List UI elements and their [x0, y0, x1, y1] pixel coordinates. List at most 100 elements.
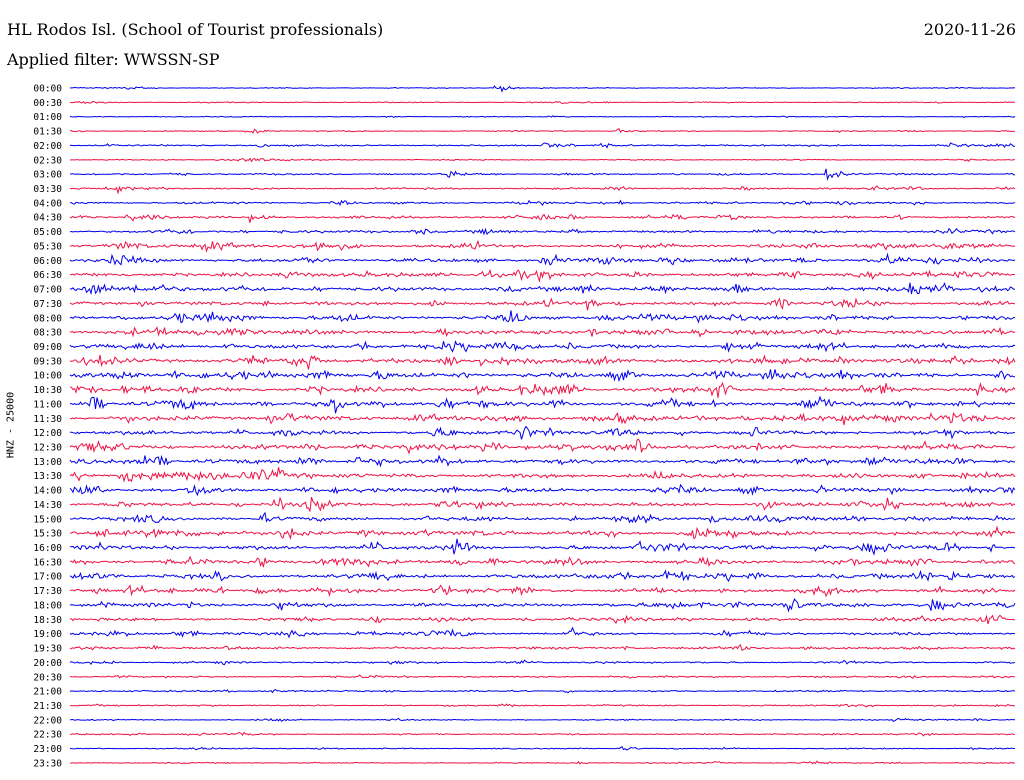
trace-line — [69, 227, 1016, 236]
time-tick-label: 14:30 — [33, 500, 62, 511]
time-tick-label: 06:00 — [33, 256, 62, 267]
trace-line — [69, 85, 1016, 93]
time-tick-label: 16:30 — [33, 557, 62, 568]
time-tick-label: 04:30 — [33, 213, 62, 224]
time-tick-label: 20:00 — [33, 658, 62, 669]
time-tick-label: 12:30 — [33, 443, 62, 454]
trace-line — [69, 538, 1016, 556]
time-tick-label: 09:30 — [33, 356, 62, 367]
time-tick-label: 10:30 — [33, 385, 62, 396]
time-tick-label: 03:30 — [33, 184, 62, 195]
trace-line — [69, 100, 1016, 105]
trace-line — [69, 438, 1016, 455]
time-tick-label: 01:00 — [33, 112, 62, 123]
time-tick-label: 06:30 — [33, 270, 62, 281]
time-tick-label: 02:00 — [33, 141, 62, 152]
trace-line — [69, 185, 1016, 195]
trace-line — [69, 115, 1016, 119]
trace-line — [69, 454, 1016, 468]
time-tick-label: 17:00 — [33, 572, 62, 583]
trace-line — [69, 168, 1016, 182]
trace-line — [69, 199, 1016, 206]
time-tick-label: 08:30 — [33, 328, 62, 339]
record-date: 2020-11-26 — [923, 20, 1016, 39]
time-tick-label: 03:00 — [33, 170, 62, 181]
trace-line — [69, 745, 1016, 751]
time-tick-label: 00:00 — [33, 84, 62, 95]
time-tick-label: 19:30 — [33, 644, 62, 655]
time-tick-label: 17:30 — [33, 586, 62, 597]
trace-line — [69, 731, 1016, 737]
trace-line — [69, 340, 1016, 353]
time-tick-label: 04:00 — [33, 198, 62, 209]
trace-line — [69, 239, 1016, 253]
trace-line — [69, 395, 1016, 414]
trace-line — [69, 268, 1016, 283]
time-tick-label: 10:00 — [33, 371, 62, 382]
time-tick-label: 19:00 — [33, 629, 62, 640]
trace-line — [69, 157, 1016, 163]
time-tick-label: 18:30 — [33, 615, 62, 626]
time-tick-label: 20:30 — [33, 672, 62, 683]
trace-line — [69, 688, 1016, 694]
trace-line — [69, 142, 1016, 149]
time-tick-label: 07:00 — [33, 285, 62, 296]
trace-line — [69, 496, 1016, 512]
trace-line — [69, 659, 1016, 666]
trace-line — [69, 703, 1016, 708]
time-tick-label: 02:30 — [33, 155, 62, 166]
time-tick-label: 01:30 — [33, 127, 62, 138]
time-tick-label: 22:30 — [33, 730, 62, 741]
trace-line — [69, 598, 1016, 613]
trace-line — [69, 213, 1016, 223]
trace-line — [69, 127, 1016, 134]
time-tick-label: 15:30 — [33, 529, 62, 540]
trace-line — [69, 326, 1016, 338]
time-tick-label: 11:30 — [33, 414, 62, 425]
trace-line — [69, 674, 1016, 679]
trace-line — [69, 369, 1016, 383]
trace-line — [69, 614, 1016, 625]
trace-line — [69, 525, 1016, 541]
time-tick-label: 23:00 — [33, 744, 62, 755]
time-tick-label: 11:00 — [33, 399, 62, 410]
trace-line — [69, 354, 1016, 370]
time-tick-label: 13:00 — [33, 457, 62, 468]
trace-line — [69, 412, 1016, 426]
filter-label: Applied filter: WWSSN-SP — [7, 50, 220, 69]
time-tick-label: 05:30 — [33, 241, 62, 252]
time-tick-label: 15:00 — [33, 514, 62, 525]
trace-line — [69, 483, 1016, 497]
trace-line — [69, 310, 1016, 324]
trace-line — [69, 381, 1016, 398]
time-tick-label: 21:00 — [33, 687, 62, 698]
time-tick-label: 23:30 — [33, 758, 62, 769]
trace-line — [69, 626, 1016, 639]
time-tick-label: 07:30 — [33, 299, 62, 310]
trace-line — [69, 467, 1016, 483]
time-tick-label: 05:00 — [33, 227, 62, 238]
trace-line — [69, 643, 1016, 652]
trace-line — [69, 555, 1016, 568]
time-tick-label: 12:00 — [33, 428, 62, 439]
time-tick-label: 16:00 — [33, 543, 62, 554]
station-title: HL Rodos Isl. (School of Tourist profess… — [7, 20, 384, 39]
trace-line — [69, 297, 1016, 311]
time-tick-label: 21:30 — [33, 701, 62, 712]
trace-line — [69, 425, 1016, 440]
time-tick-label: 08:00 — [33, 313, 62, 324]
trace-line — [69, 760, 1016, 765]
trace-line — [69, 252, 1016, 266]
trace-line — [69, 282, 1016, 296]
time-tick-label: 13:30 — [33, 471, 62, 482]
time-tick-label: 22:00 — [33, 715, 62, 726]
trace-line — [69, 584, 1016, 598]
time-tick-label: 18:00 — [33, 600, 62, 611]
trace-line — [69, 569, 1016, 583]
time-tick-label: 00:30 — [33, 98, 62, 109]
time-tick-label: 09:00 — [33, 342, 62, 353]
trace-line — [69, 511, 1016, 524]
trace-line — [69, 717, 1016, 723]
time-tick-label: 14:00 — [33, 486, 62, 497]
